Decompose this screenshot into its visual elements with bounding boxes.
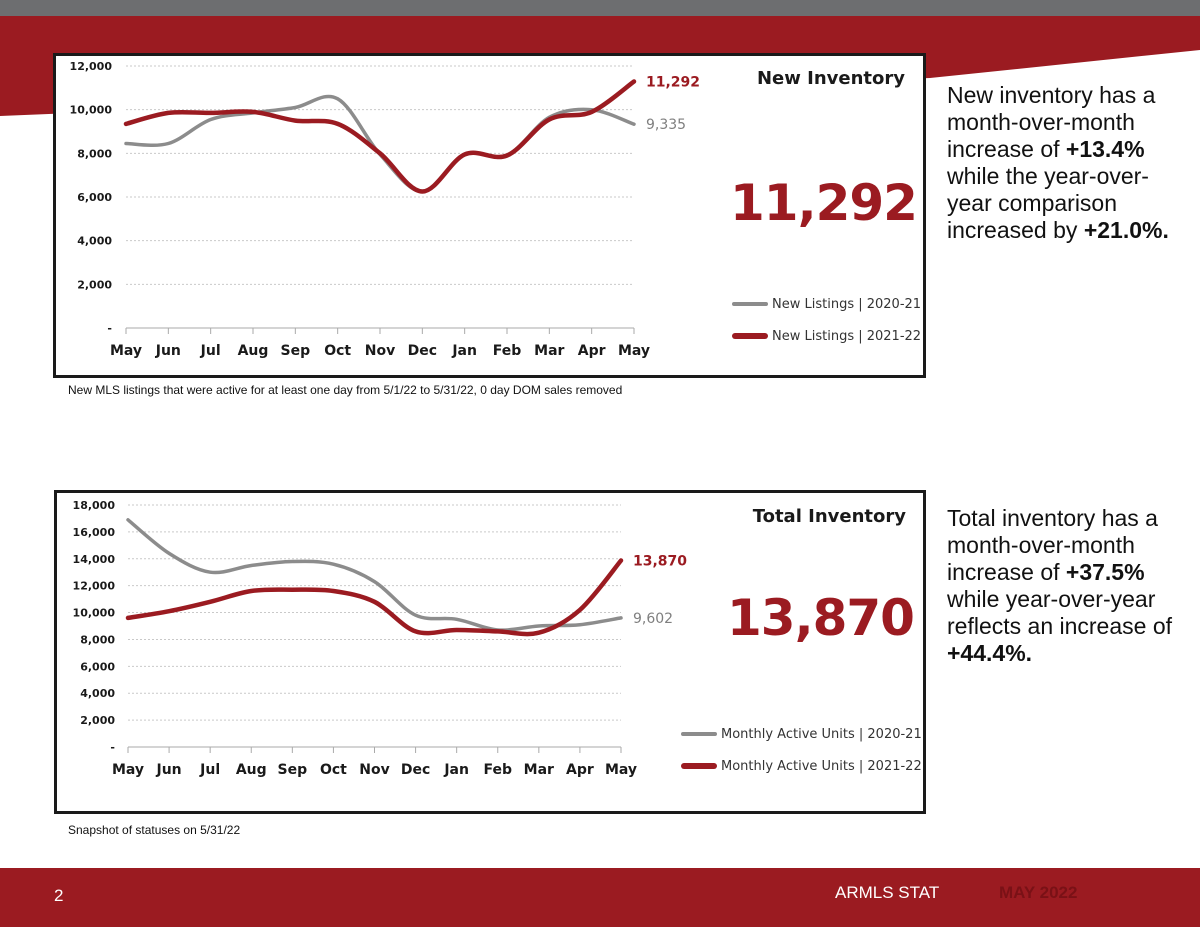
chart-legend: Monthly Active Units | 2020-21 Monthly A… bbox=[681, 725, 922, 789]
legend-item-current: New Listings | 2021-22 bbox=[732, 327, 921, 345]
total-inventory-panel: - 2,000 4,000 6,000 8,000 10,000 12,000 14,000 1… bbox=[54, 490, 926, 814]
y-tick-label: 14,000 bbox=[73, 553, 116, 566]
x-tick-label: Sep bbox=[281, 343, 311, 359]
x-tick-label: May bbox=[110, 343, 142, 359]
x-tick-label: Jan bbox=[443, 762, 469, 778]
chart-title: Total Inventory bbox=[752, 506, 906, 527]
x-tick-label: May bbox=[605, 762, 637, 778]
y-tick-label: 8,000 bbox=[77, 147, 112, 160]
y-tick-label: 6,000 bbox=[80, 660, 115, 673]
x-tick-label: Jul bbox=[199, 762, 220, 778]
x-tick-label: Jun bbox=[156, 762, 182, 778]
chart-caption: Snapshot of statuses on 5/31/22 bbox=[68, 823, 241, 837]
y-tick-label: 8,000 bbox=[80, 633, 115, 646]
chart-legend: New Listings | 2020-21 New Listings | 20… bbox=[732, 295, 921, 359]
description-text: New inventory has a month-over-month inc… bbox=[947, 82, 1156, 162]
y-tick-label: 12,000 bbox=[70, 60, 113, 73]
y-tick-label: 18,000 bbox=[73, 499, 116, 512]
y-tick-label: - bbox=[107, 322, 112, 335]
x-tick-label: Nov bbox=[365, 343, 395, 359]
y-tick-label: 10,000 bbox=[70, 104, 113, 117]
new-inventory-description: New inventory has a month-over-month inc… bbox=[947, 82, 1187, 244]
end-label-prior: 9,602 bbox=[633, 611, 673, 627]
page-number: 2 bbox=[54, 886, 64, 905]
legend-label-current: New Listings | 2021-22 bbox=[772, 328, 922, 344]
legend-swatch-current bbox=[681, 763, 717, 769]
x-tick-label: Oct bbox=[320, 762, 347, 778]
footer-date: MAY 2022 bbox=[999, 883, 1078, 902]
y-tick-label: 2,000 bbox=[77, 278, 112, 291]
legend-swatch-prior bbox=[681, 732, 717, 736]
chart-caption: New MLS listings that were active for at… bbox=[68, 383, 623, 397]
x-tick-label: May bbox=[112, 762, 144, 778]
x-tick-label: Dec bbox=[401, 762, 430, 778]
x-tick-label: Oct bbox=[324, 343, 351, 359]
y-tick-label: 2,000 bbox=[80, 714, 115, 727]
description-text: while the year-over-year comparison incr… bbox=[947, 163, 1149, 243]
headline-value: 11,292 bbox=[730, 174, 918, 232]
legend-item-current: Monthly Active Units | 2021-22 bbox=[681, 757, 922, 775]
y-tick-label: 6,000 bbox=[77, 191, 112, 204]
legend-item-prior: Monthly Active Units | 2020-21 bbox=[681, 725, 922, 743]
legend-label-current: Monthly Active Units | 2021-22 bbox=[721, 758, 922, 774]
footer-brand: ARMLS STAT bbox=[835, 883, 940, 902]
y-tick-label: - bbox=[110, 741, 115, 754]
y-tick-label: 12,000 bbox=[73, 580, 116, 593]
description-text: Total inventory has a month-over-month i… bbox=[947, 505, 1158, 585]
top-gray-bar bbox=[0, 0, 1200, 16]
y-tick-label: 10,000 bbox=[73, 607, 116, 620]
end-label-current: 11,292 bbox=[646, 74, 700, 90]
y-tick-label: 4,000 bbox=[77, 235, 112, 248]
x-tick-label: Mar bbox=[524, 762, 554, 778]
description-highlight: +37.5% bbox=[1065, 559, 1145, 585]
description-text: while year-over-year reflects an increas… bbox=[947, 586, 1173, 639]
series-line-prior bbox=[126, 518, 623, 632]
chart-title: New Inventory bbox=[756, 68, 905, 89]
x-tick-label: Aug bbox=[238, 343, 269, 359]
x-tick-label: May bbox=[618, 343, 650, 359]
x-tick-label: Feb bbox=[483, 762, 512, 778]
total-inventory-description: Total inventory has a month-over-month i… bbox=[947, 505, 1187, 667]
total-inventory-chart: - 2,000 4,000 6,000 8,000 10,000 12,000 14,000 1… bbox=[73, 499, 688, 778]
headline-value: 13,870 bbox=[727, 589, 915, 647]
series-line-current bbox=[123, 79, 637, 194]
legend-item-prior: New Listings | 2020-21 bbox=[732, 295, 921, 313]
end-label-current: 13,870 bbox=[633, 554, 687, 570]
footer-bar bbox=[0, 868, 1200, 927]
legend-swatch-prior bbox=[732, 302, 768, 306]
x-tick-label: Aug bbox=[236, 762, 267, 778]
y-tick-label: 16,000 bbox=[73, 526, 116, 539]
x-tick-label: Mar bbox=[534, 343, 564, 359]
description-highlight: +44.4%. bbox=[947, 640, 1033, 666]
new-inventory-panel: - 2,000 4,000 6,000 8,000 10,000 12,000 May Jun J… bbox=[53, 53, 926, 378]
y-tick-label: 4,000 bbox=[80, 687, 115, 700]
x-tick-label: Apr bbox=[566, 762, 594, 778]
series-line-current bbox=[125, 558, 624, 637]
x-tick-label: Feb bbox=[493, 343, 522, 359]
x-tick-label: Nov bbox=[359, 762, 389, 778]
x-tick-label: Sep bbox=[278, 762, 308, 778]
x-tick-label: Jan bbox=[451, 343, 477, 359]
new-inventory-chart: - 2,000 4,000 6,000 8,000 10,000 12,000 May Jun J… bbox=[70, 60, 700, 359]
x-tick-label: Jul bbox=[200, 343, 221, 359]
legend-label-prior: Monthly Active Units | 2020-21 bbox=[721, 726, 922, 742]
description-highlight: +13.4% bbox=[1065, 136, 1145, 162]
legend-swatch-current bbox=[732, 333, 768, 339]
x-tick-label: Dec bbox=[408, 343, 437, 359]
x-tick-label: Jun bbox=[155, 343, 181, 359]
legend-label-prior: New Listings | 2020-21 bbox=[772, 296, 922, 312]
description-highlight: +21.0%. bbox=[1083, 217, 1169, 243]
end-label-prior: 9,335 bbox=[646, 117, 686, 133]
x-tick-label: Apr bbox=[578, 343, 606, 359]
